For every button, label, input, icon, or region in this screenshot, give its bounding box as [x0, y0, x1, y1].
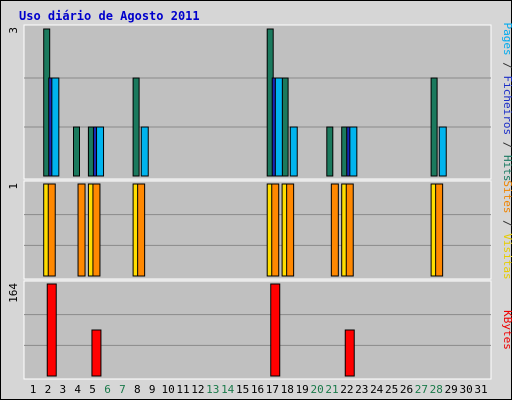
bar-pages-day-8: [140, 126, 149, 177]
bar-pages-day-18: [289, 126, 298, 177]
x-tick-day-2: 2: [45, 383, 52, 396]
panel-pages-files-hits-axis-label: Pages / Ficheiros / Hits: [501, 23, 512, 182]
bar-hits-day-8: [132, 77, 140, 177]
bar-pages-day-2: [51, 77, 60, 177]
axis-label-part: KBytes: [501, 310, 512, 350]
x-tick-day-29: 29: [445, 383, 458, 396]
axis-label-part: Ficheiros: [501, 76, 512, 136]
bar-sites-day-28: [435, 183, 444, 277]
x-tick-day-24: 24: [370, 383, 384, 396]
bar-sites-day-18: [286, 183, 295, 277]
x-tick-day-4: 4: [74, 383, 81, 396]
x-tick-day-19: 19: [296, 383, 309, 396]
panel-sites-visits-ymax-label: 1: [7, 183, 20, 190]
bar-hits-day-18: [281, 77, 289, 177]
bar-pages-day-28: [438, 126, 447, 177]
bar-hits-day-28: [430, 77, 438, 177]
x-tick-day-10: 10: [161, 383, 174, 396]
axis-label-part: /: [501, 56, 512, 76]
panel-kbytes-ymax-label: 164: [7, 283, 20, 303]
x-tick-day-27: 27: [415, 383, 428, 396]
axis-label-part: Visitas: [501, 233, 512, 279]
x-tick-day-14: 14: [221, 383, 235, 396]
axis-label-part: /: [501, 213, 512, 233]
axis-label-part: Hits: [501, 155, 512, 182]
panel-sites-visits-background: [23, 180, 492, 280]
x-tick-day-11: 11: [176, 383, 189, 396]
bar-sites-day-21: [330, 183, 339, 277]
bar-kbytes-day-2: [46, 283, 57, 377]
bar-sites-day-22: [345, 183, 354, 277]
x-tick-day-9: 9: [149, 383, 156, 396]
x-tick-day-23: 23: [355, 383, 368, 396]
bar-sites-day-5: [92, 183, 101, 277]
x-tick-day-6: 6: [104, 383, 111, 396]
x-tick-day-28: 28: [430, 383, 443, 396]
bar-pages-day-5: [96, 126, 105, 177]
panel-sites-visits-axis-label: Sites / Visitas: [501, 180, 512, 279]
bar-kbytes-day-17: [270, 283, 281, 377]
x-tick-day-30: 30: [459, 383, 472, 396]
panel-kbytes-background: [23, 280, 492, 380]
bar-sites-day-17: [271, 183, 280, 277]
x-tick-day-13: 13: [206, 383, 219, 396]
bar-hits-day-4: [73, 126, 80, 177]
x-tick-day-31: 31: [474, 383, 487, 396]
axis-label-part: /: [501, 135, 512, 155]
x-tick-day-26: 26: [400, 383, 413, 396]
bar-sites-day-2: [47, 183, 56, 277]
panel-kbytes-axis-label: KBytes: [501, 310, 512, 350]
bar-kbytes-day-5: [91, 329, 102, 377]
x-tick-day-7: 7: [119, 383, 126, 396]
x-tick-day-3: 3: [59, 383, 66, 396]
x-tick-day-21: 21: [325, 383, 338, 396]
x-tick-day-15: 15: [236, 383, 249, 396]
plot-area: 3 Pages / Ficheiros / Hits 1 Sites / Visita…: [7, 23, 512, 380]
panel-pages-files-hits-ymax-label: 3: [7, 27, 20, 34]
x-tick-day-16: 16: [251, 383, 264, 396]
bar-pages-day-17: [274, 77, 283, 177]
x-tick-day-18: 18: [281, 383, 294, 396]
x-tick-day-22: 22: [340, 383, 353, 396]
x-axis-day-labels: 1 2 3 4 5 6 7 8 9 10 11 12 13 14 15 16 17 18 19 20 21 22 23 24 2…: [30, 383, 488, 396]
bar-kbytes-day-22: [344, 329, 355, 377]
x-tick-day-1: 1: [30, 383, 37, 396]
chart-title: Uso diário de Agosto 2011: [19, 9, 200, 23]
x-tick-day-25: 25: [385, 383, 398, 396]
axis-label-part: Sites: [501, 180, 512, 213]
axis-label-part: Pages: [501, 23, 512, 56]
x-tick-day-20: 20: [310, 383, 323, 396]
x-tick-day-8: 8: [134, 383, 141, 396]
bar-hits-day-21: [326, 126, 334, 177]
bar-sites-day-4: [77, 183, 86, 277]
bar-sites-day-8: [137, 183, 146, 277]
x-tick-day-17: 17: [266, 383, 279, 396]
x-tick-day-5: 5: [89, 383, 96, 396]
bar-pages-day-22: [349, 126, 358, 177]
x-tick-day-12: 12: [191, 383, 204, 396]
